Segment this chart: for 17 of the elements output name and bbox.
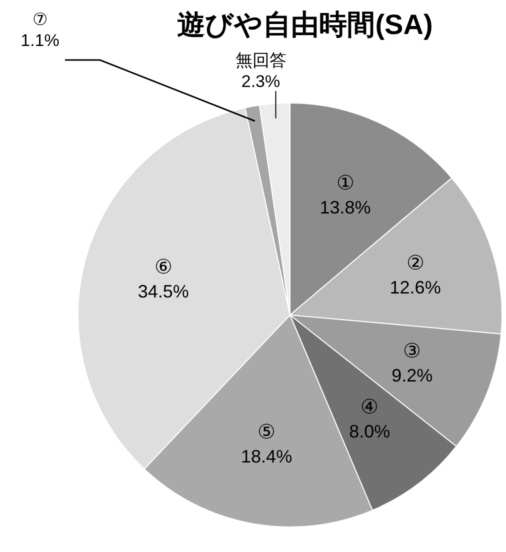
slice-label: ⑤: [258, 421, 276, 444]
slice-label: ⑦: [32, 10, 48, 29]
data-label: 8.0%: [349, 422, 390, 442]
data-label: 1.1%: [20, 31, 60, 50]
data-label: 9.2%: [392, 366, 433, 386]
data-label: 18.4%: [241, 446, 292, 466]
data-label: 34.5%: [138, 282, 189, 302]
data-label: 12.6%: [390, 277, 441, 298]
slice-label: ③: [403, 340, 422, 363]
slice-label: 無回答: [235, 51, 286, 70]
data-label: 2.3%: [241, 72, 280, 91]
slice-label: ①: [336, 172, 354, 195]
data-label: 13.8%: [320, 198, 371, 218]
slice-label: ⑥: [154, 256, 172, 279]
chart-title: 遊びや自由時間(SA): [177, 9, 433, 40]
slice-label: ④: [360, 396, 379, 419]
slice-label: ②: [406, 252, 424, 274]
